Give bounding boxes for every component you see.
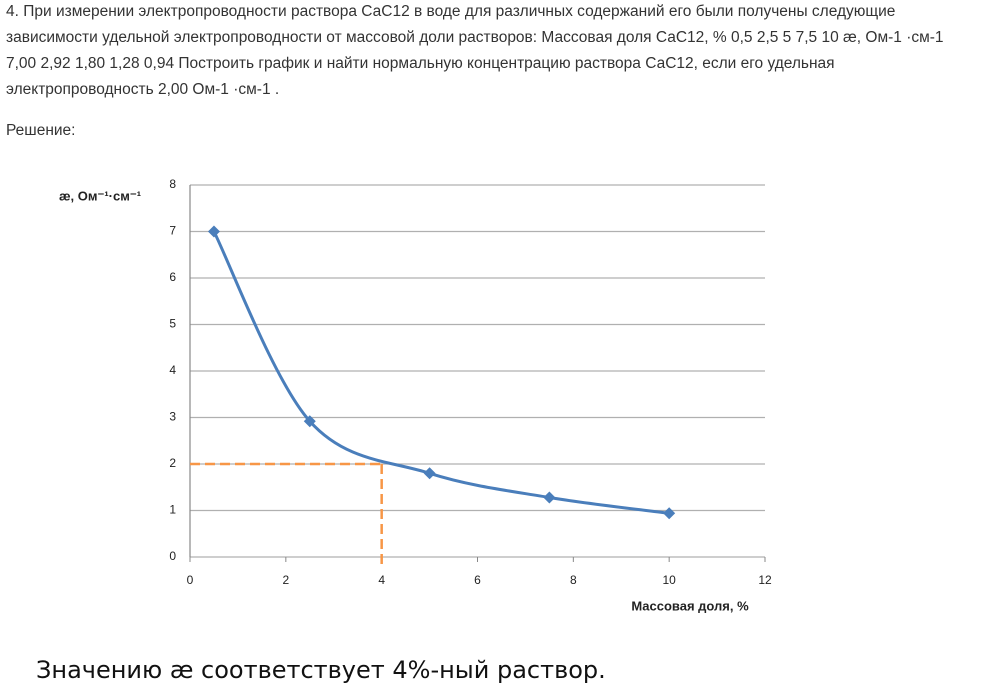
y-tick-label: 1: [169, 503, 176, 517]
x-tick-label: 12: [758, 573, 772, 587]
data-point: [423, 467, 436, 480]
x-tick-label: 8: [570, 573, 577, 587]
data-point: [207, 225, 220, 238]
y-axis-label: æ, Ом⁻¹·см⁻¹: [59, 188, 141, 203]
y-tick-label: 8: [169, 177, 176, 191]
problem-line: 4. При измерении электропроводности раст…: [6, 3, 896, 20]
y-tick-label: 4: [169, 363, 176, 377]
y-tick-label: 2: [169, 456, 176, 470]
data-point: [663, 507, 676, 520]
x-axis-label: Массовая доля, %: [631, 598, 749, 613]
y-tick-label: 0: [169, 549, 176, 563]
data-point: [303, 415, 316, 428]
y-tick-label: 6: [169, 270, 176, 284]
data-point: [543, 491, 556, 504]
x-tick-label: 0: [187, 573, 194, 587]
problem-line: 7,00 2,92 1,80 1,28 0,94 Построить графи…: [6, 55, 835, 72]
conclusion: Значению æ соответствует 4%-ный раствор.: [36, 656, 606, 684]
x-tick-label: 10: [662, 573, 676, 587]
chart: æ, Ом⁻¹·см⁻¹ Массовая доля, % 0123456780…: [59, 177, 772, 613]
x-tick-label: 2: [282, 573, 289, 587]
x-tick-label: 6: [474, 573, 481, 587]
data-line: [212, 230, 670, 515]
y-tick-label: 3: [169, 410, 176, 424]
y-tick-label: 5: [169, 317, 176, 331]
y-tick-label: 7: [169, 224, 176, 238]
problem-line: зависимости удельной электропроводности …: [6, 29, 944, 46]
problem-line: электропроводность 2,00 Ом-1 ·см-1 .: [6, 81, 280, 98]
x-tick-label: 4: [378, 573, 385, 587]
solution-label: Решение:: [6, 122, 76, 139]
